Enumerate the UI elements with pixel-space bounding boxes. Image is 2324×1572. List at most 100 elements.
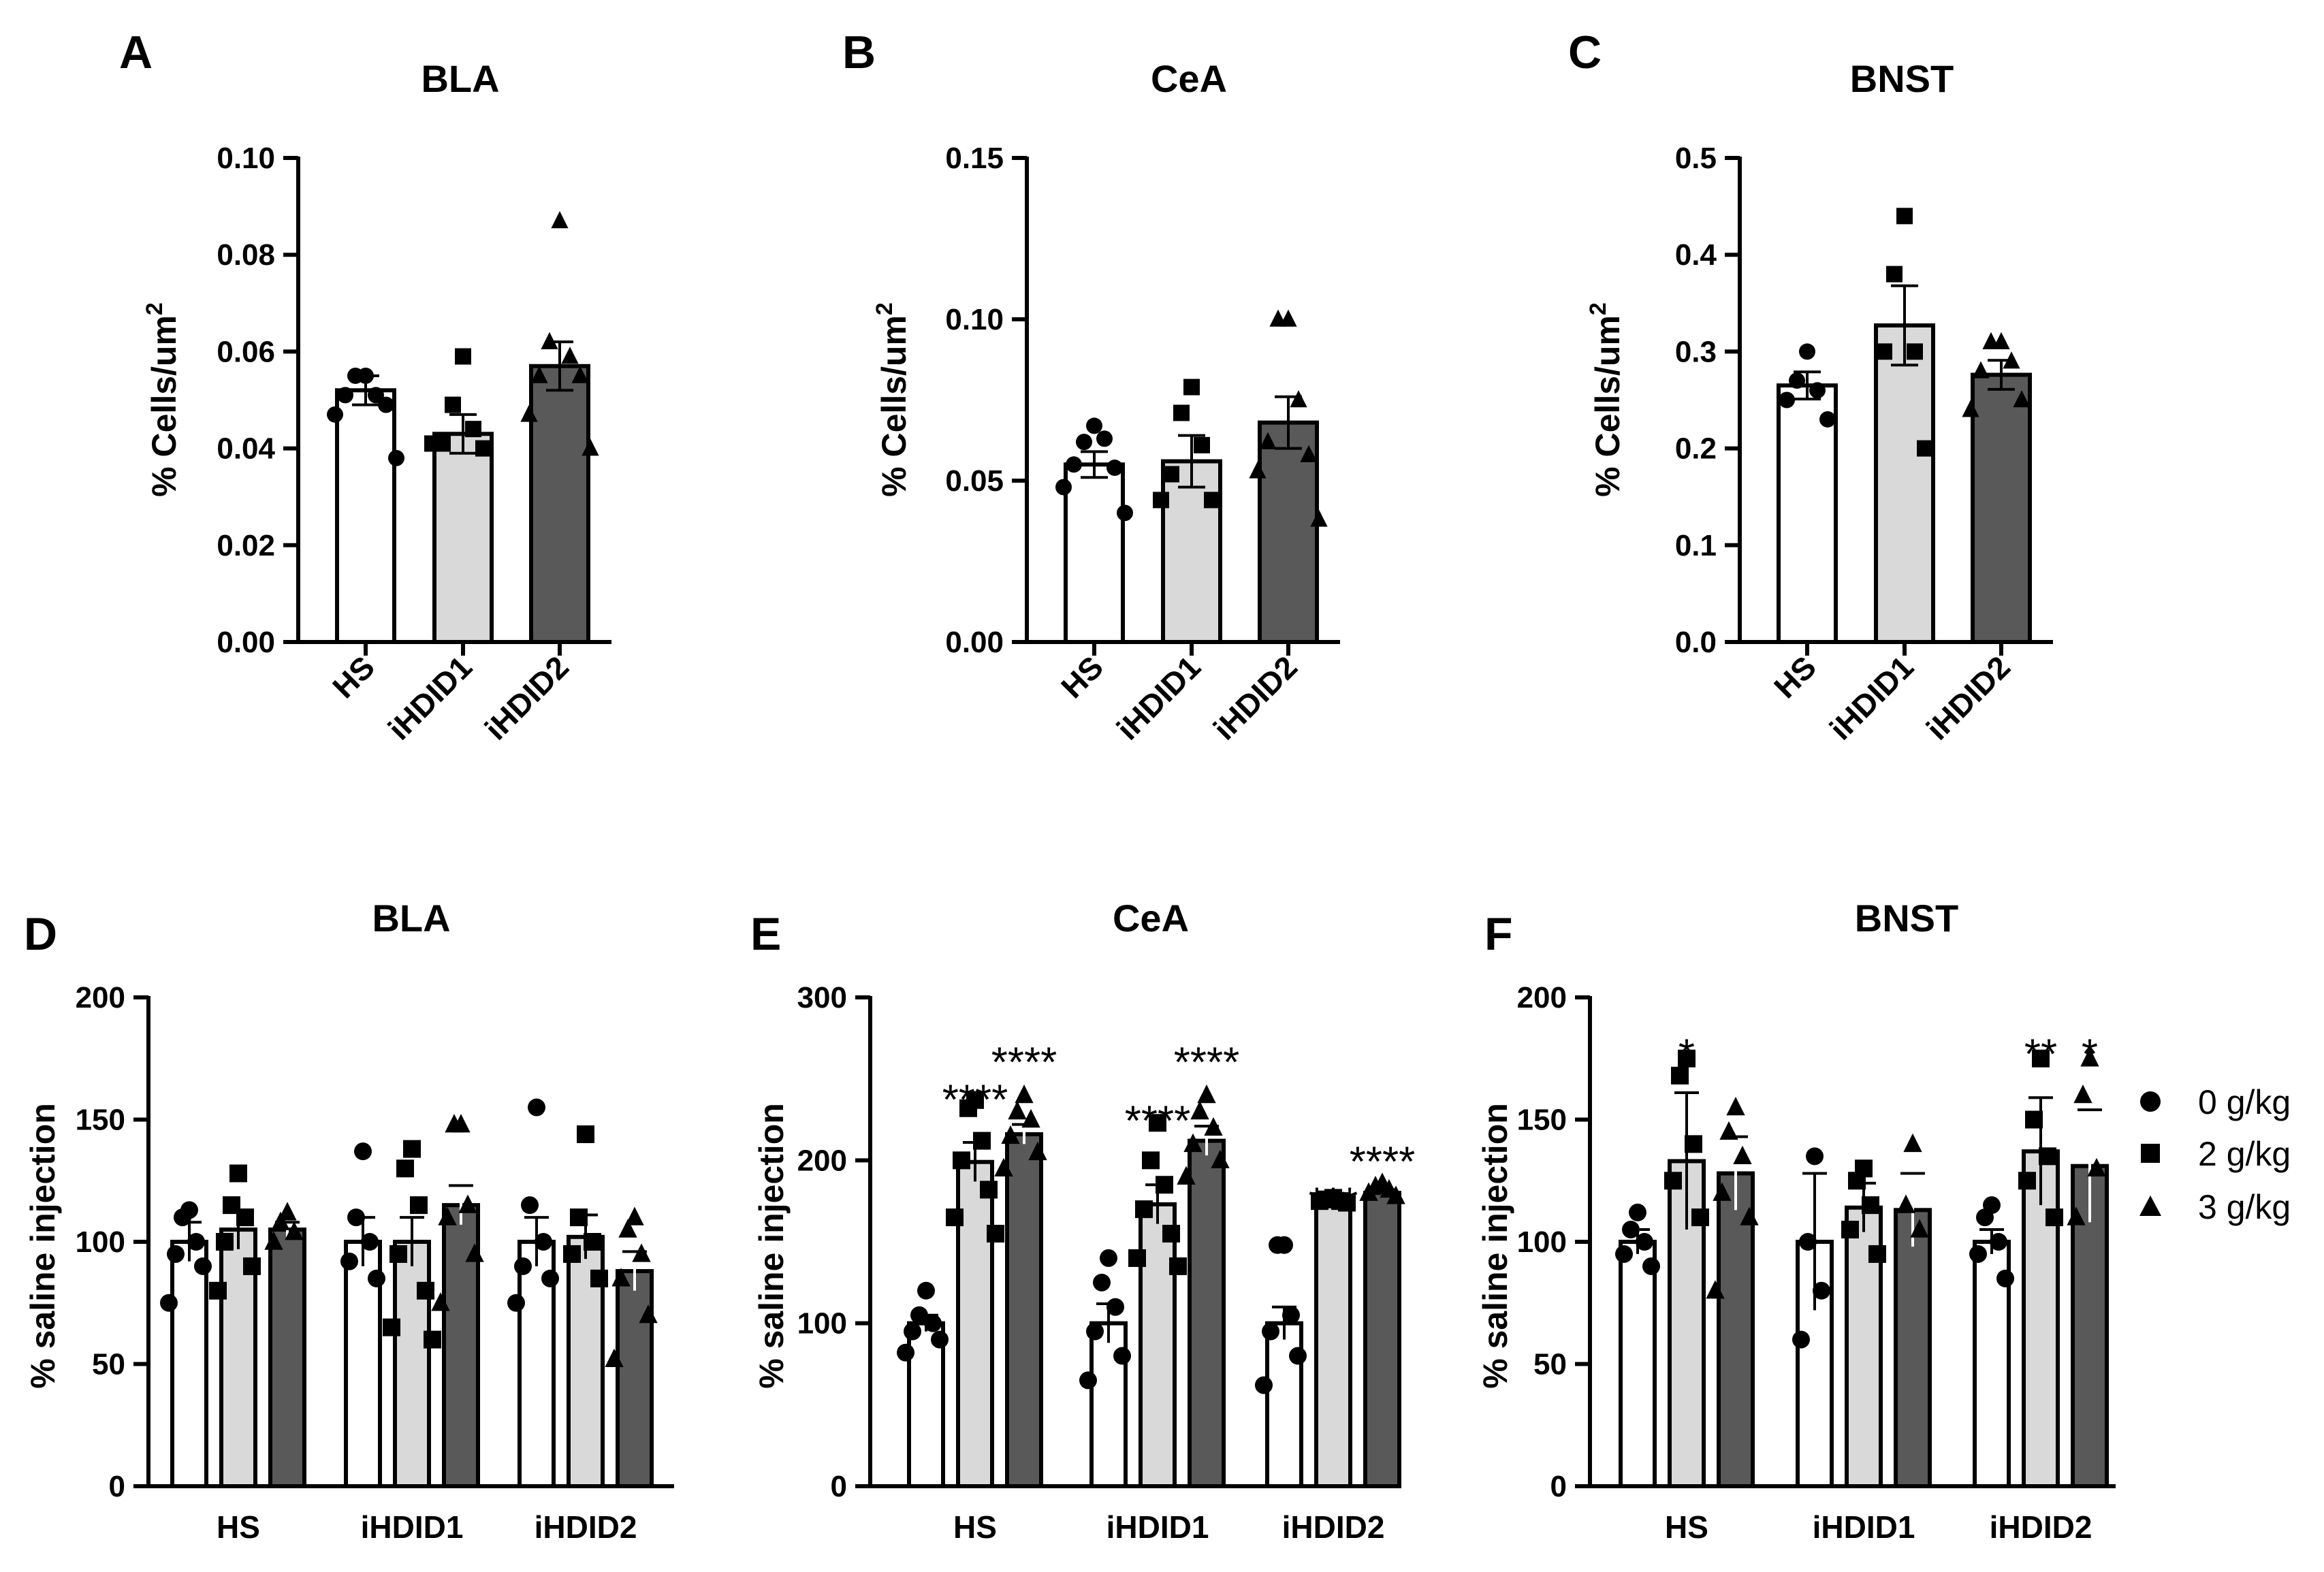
y-tick-label: 0.5 [1675,142,1717,175]
point-square [1896,208,1913,225]
point-triangle [2080,1048,2099,1067]
point-square [2025,1110,2043,1129]
y-tick-label: 100 [797,1307,847,1341]
point-circle [347,367,364,384]
point-square [1156,1176,1173,1194]
y-tick-label: 0.15 [945,142,1004,175]
point-circle [361,1233,379,1251]
bar-hs-0 [907,1321,945,1488]
point-square [577,1125,594,1144]
y-tick-label: 200 [76,981,125,1014]
point-square [1135,1200,1153,1219]
point-triangle [1740,1206,1759,1225]
point-circle [924,1314,942,1332]
point-square [980,1181,998,1199]
legend: 0 g/kg 2 g/kg 3 g/kg [2139,1083,2291,1226]
x-tick-label-ihdid1: iHDID1 [1107,1509,1209,1545]
x-tick-label-ihdid1: iHDID1 [1823,649,1920,746]
panel-e: E CeA % saline injection 0 100 200 300 HS iHDID1… [750,897,1415,1545]
point-square [417,1281,434,1300]
panel-a: A BLA % Cells/um2 0.00 0.02 0.04 0.06 0.08 0.10 H… [119,27,611,747]
point-circle [1622,1221,1640,1239]
point-triangle [2067,1206,2086,1225]
bar-ihdid2 [1971,372,2032,644]
point-triangle [1962,400,1979,417]
point-triangle [2013,390,2031,408]
panel-label: F [1484,908,1513,960]
x-tick-label-hs: HS [217,1509,260,1545]
point-circle [535,1233,552,1251]
point-triangle [632,1243,651,1262]
point-square [1685,1135,1702,1153]
panel-label: E [750,908,781,960]
point-square [590,1269,608,1287]
point-square [383,1318,400,1336]
bar-hs [1064,462,1125,644]
x-tick-label-ihdid2: iHDID2 [1990,1509,2092,1545]
point-square [1204,492,1220,509]
panel-label: B [842,27,876,78]
significance-label: ** [2024,1031,2057,1078]
y-axis-label-text: % Cells/um [875,315,913,497]
point-circle [1093,1273,1111,1292]
legend-label: 2 g/kg [2198,1135,2291,1173]
point-square [1671,1066,1689,1085]
point-square [2046,1208,2063,1227]
significance-label: **** [1125,1098,1191,1145]
point-circle [1113,1347,1131,1365]
point-square [455,348,471,365]
bar-hs-1 [956,1159,994,1489]
bar-hs [1777,383,1838,644]
significance-label: **** [991,1040,1057,1087]
point-square [445,396,461,413]
point-circle [917,1281,935,1300]
panel-label: D [24,908,57,960]
point-square [1876,343,1892,360]
point-triangle [1290,390,1307,408]
point-square [389,1245,407,1263]
point-triangle [1386,1185,1405,1204]
point-triangle [1001,1125,1020,1144]
point-circle [1976,1208,1994,1227]
point-circle [931,1330,949,1349]
bar-hs-0 [1619,1240,1657,1488]
point-triangle [551,211,569,229]
point-circle [528,1098,545,1117]
y-tick-label: 200 [797,1144,847,1177]
point-circle [378,396,394,413]
point-circle [194,1257,212,1275]
point-square [1886,266,1903,283]
point-circle [1107,460,1123,477]
point-triangle [571,366,589,383]
point-circle [1289,1347,1307,1365]
point-triangle [530,366,548,383]
point-triangle [1713,1182,1732,1201]
point-circle [1255,1376,1273,1394]
y-axis-label: % Cells/um2 [1585,302,1627,497]
point-circle [368,1269,385,1287]
bar-ihdid2 [529,364,590,644]
point-square [1848,1172,1866,1190]
y-tick-label: 0 [109,1470,125,1503]
point-triangle [1896,1194,1915,1213]
point-square [1163,466,1179,483]
point-circle [1615,1245,1633,1263]
point-triangle [1719,1121,1738,1140]
y-axis-label: % saline injection [752,1103,791,1389]
y-tick-label: 0 [831,1470,847,1503]
x-tick-label-ihdid2: iHDID2 [1207,649,1304,746]
point-circle [1066,456,1082,473]
significance-label: **** [942,1077,1008,1124]
significance-label: **** [1174,1040,1240,1087]
y-axis-label-text: % Cells/um [145,315,183,497]
y-axis-label: % saline injection [1476,1103,1514,1389]
point-square [2018,1172,2036,1190]
y-tick-label: 150 [1517,1104,1567,1137]
point-circle [1107,1298,1124,1316]
legend-label: 3 g/kg [2198,1188,2291,1226]
point-triangle [1259,432,1277,449]
point-circle [340,1252,358,1270]
y-tick-label: 0 [1550,1470,1567,1503]
point-triangle [278,1202,297,1221]
point-square [1162,1225,1180,1243]
